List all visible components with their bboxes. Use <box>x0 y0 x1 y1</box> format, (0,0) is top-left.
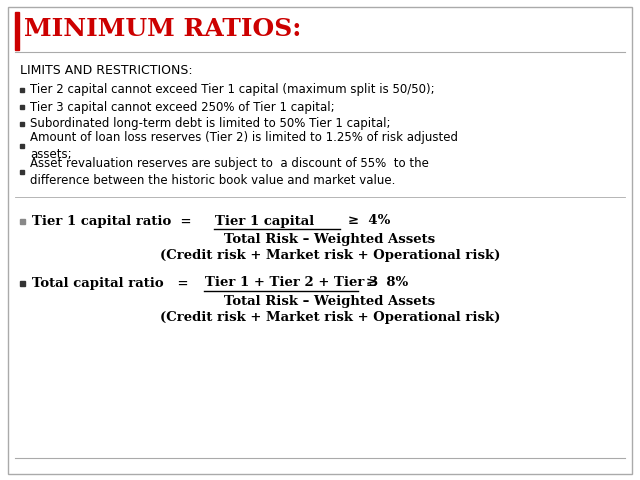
Bar <box>20 144 24 148</box>
Text: Total Risk – Weighted Assets: Total Risk – Weighted Assets <box>225 233 436 247</box>
FancyBboxPatch shape <box>8 7 632 474</box>
Text: Amount of loan loss reserves (Tier 2) is limited to 1.25% of risk adjusted
asset: Amount of loan loss reserves (Tier 2) is… <box>30 131 458 161</box>
Text: (Credit risk + Market risk + Operational risk): (Credit risk + Market risk + Operational… <box>160 250 500 263</box>
Bar <box>20 88 24 92</box>
Text: Tier 1 capital: Tier 1 capital <box>215 215 314 228</box>
Bar <box>20 170 24 174</box>
Text: ≥  4%: ≥ 4% <box>348 215 390 228</box>
Bar <box>20 105 24 109</box>
Text: Subordinated long-term debt is limited to 50% Tier 1 capital;: Subordinated long-term debt is limited t… <box>30 118 390 131</box>
Text: Tier 2 capital cannot exceed Tier 1 capital (maximum split is 50/50);: Tier 2 capital cannot exceed Tier 1 capi… <box>30 84 435 96</box>
Bar <box>20 281 25 286</box>
Text: Tier 1 capital ratio  =: Tier 1 capital ratio = <box>32 215 191 228</box>
Text: Total Risk – Weighted Assets: Total Risk – Weighted Assets <box>225 296 436 309</box>
Bar <box>20 122 24 126</box>
Text: Asset revaluation reserves are subject to  a discount of 55%  to the
difference : Asset revaluation reserves are subject t… <box>30 157 429 187</box>
Text: (Credit risk + Market risk + Operational risk): (Credit risk + Market risk + Operational… <box>160 312 500 324</box>
Text: ≥  8%: ≥ 8% <box>366 276 408 289</box>
Bar <box>15 12 19 50</box>
Text: Tier 1 + Tier 2 + Tier 3: Tier 1 + Tier 2 + Tier 3 <box>205 276 378 289</box>
Text: Tier 3 capital cannot exceed 250% of Tier 1 capital;: Tier 3 capital cannot exceed 250% of Tie… <box>30 100 335 113</box>
Text: Total capital ratio   =: Total capital ratio = <box>32 276 189 289</box>
Bar <box>20 219 25 224</box>
Text: MINIMUM RATIOS:: MINIMUM RATIOS: <box>24 17 301 41</box>
Text: LIMITS AND RESTRICTIONS:: LIMITS AND RESTRICTIONS: <box>20 63 193 76</box>
